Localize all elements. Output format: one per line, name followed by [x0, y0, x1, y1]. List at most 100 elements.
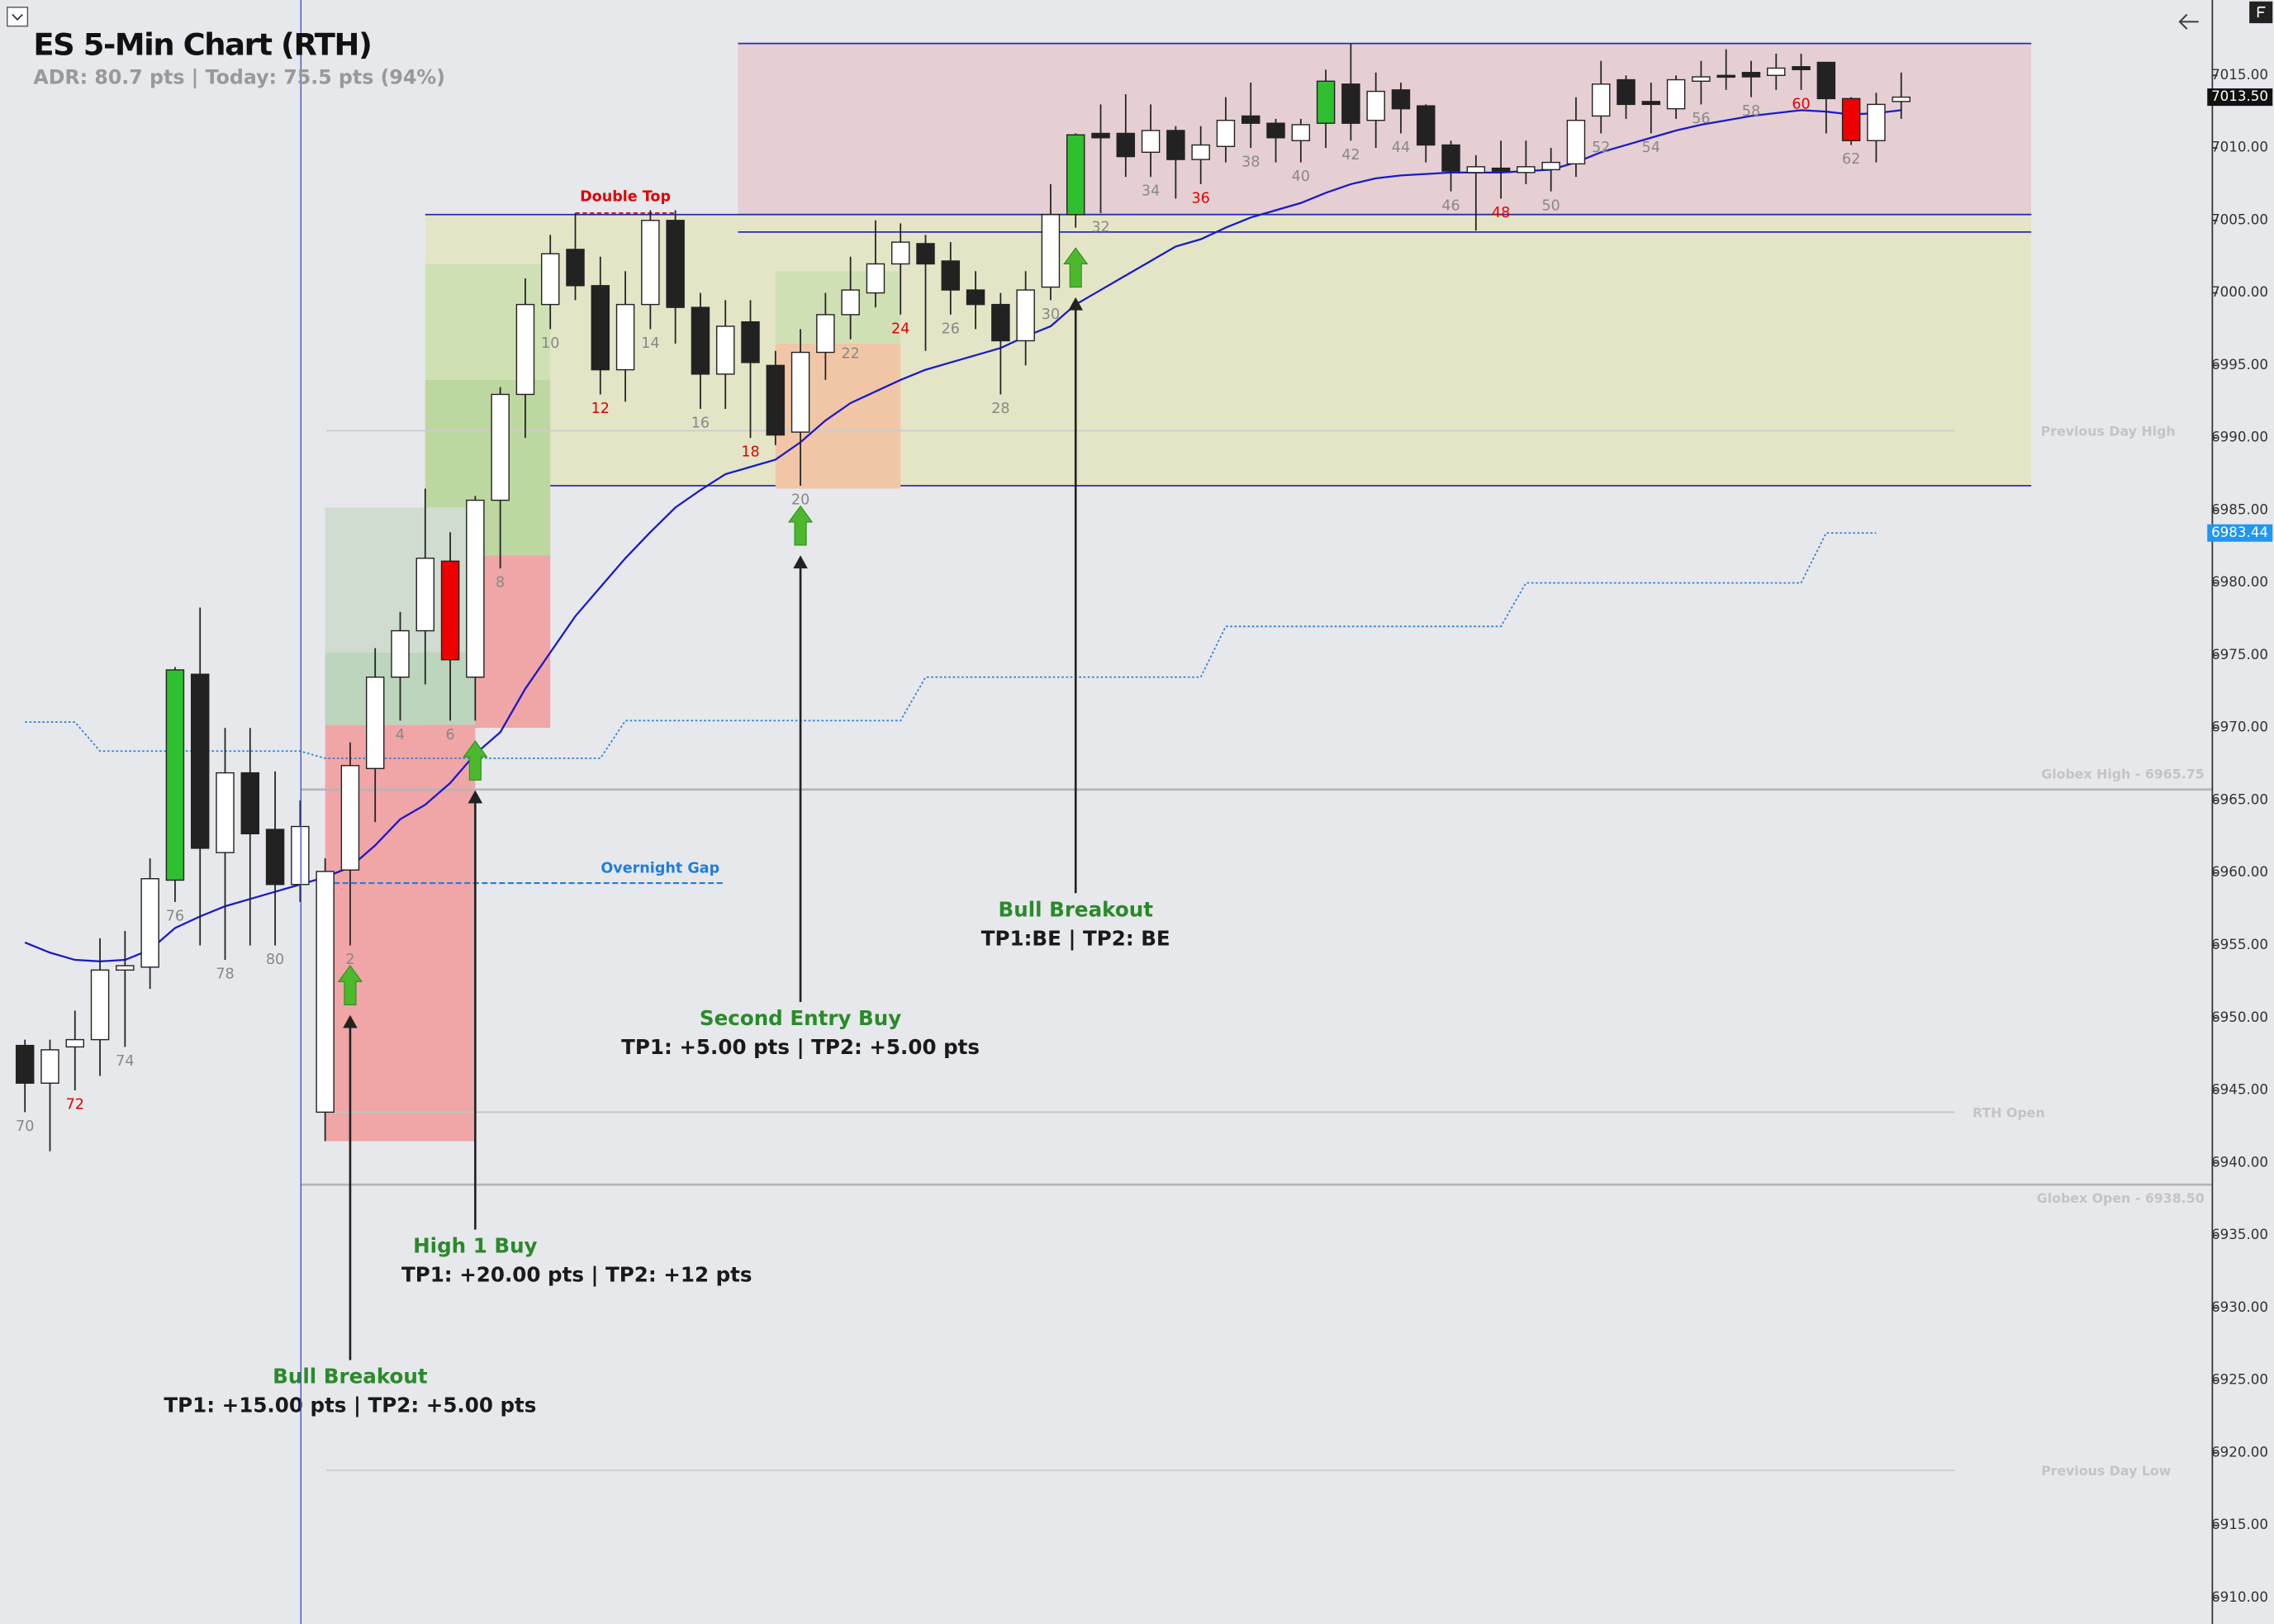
signal-arrow: [337, 965, 363, 1005]
bar-number: 40: [1292, 169, 1310, 185]
candle-body: [515, 303, 535, 396]
candle-body: [890, 241, 910, 265]
candle-body: [291, 825, 310, 886]
y-tick-label: 6980.00: [2211, 574, 2268, 590]
candle-body: [1141, 130, 1161, 154]
candle-body: [391, 629, 410, 678]
y-tick-label: 6985.00: [2211, 501, 2268, 517]
candle-body: [540, 253, 560, 306]
bar-number: 70: [16, 1118, 34, 1135]
y-tick-label: 7010.00: [2211, 140, 2268, 155]
level-label: RTH Open: [1973, 1105, 2045, 1121]
candle-body: [1517, 166, 1536, 173]
candle-body: [1767, 67, 1786, 76]
candle-body: [340, 765, 360, 871]
back-button[interactable]: [2178, 13, 2199, 30]
candle-body: [591, 285, 610, 371]
chart-title: ES 5-Min Chart (RTH): [33, 27, 371, 63]
candle-body: [1116, 132, 1136, 158]
bar-number: 32: [1091, 220, 1109, 236]
f-icon: [2257, 6, 2266, 18]
bar-number: 8: [496, 575, 505, 591]
bar-number: 20: [791, 492, 809, 509]
candle-body: [816, 314, 835, 354]
signal-detail: TP1: +20.00 pts | TP2: +12 pts: [401, 1263, 752, 1287]
candle-body: [90, 969, 110, 1041]
candle-body: [741, 321, 760, 363]
step-line: [25, 532, 1877, 759]
candle-body: [1016, 289, 1035, 342]
ema-line: [24, 109, 1901, 962]
y-tick-label: 6975.00: [2211, 647, 2268, 662]
bar-number: 26: [942, 321, 960, 337]
candle-body: [715, 325, 735, 375]
candle-body: [1216, 119, 1236, 147]
y-tick-label: 7005.00: [2211, 211, 2268, 227]
price-tag-label: 7013.50: [2211, 88, 2268, 104]
bar-number: 74: [116, 1053, 134, 1070]
y-tick-label: 6915.00: [2211, 1517, 2268, 1532]
bar-number: 18: [741, 444, 759, 461]
level-label: Globex Open - 6938.50: [2037, 1190, 2205, 1206]
candle-body: [15, 1044, 35, 1084]
bar-number: 78: [216, 966, 234, 983]
candle-body: [1592, 83, 1611, 117]
y-tick-label: 7015.00: [2211, 67, 2268, 83]
pointer-head: [343, 1014, 358, 1028]
candle-body: [440, 560, 460, 661]
candle-body: [116, 965, 135, 971]
candle-body: [1741, 72, 1761, 78]
candle-body: [1266, 122, 1285, 139]
candle-body: [265, 829, 285, 886]
candle-body: [190, 673, 210, 849]
y-tick-label: 6945.00: [2211, 1082, 2268, 1098]
pointer-head: [793, 555, 808, 569]
bar-number: 10: [541, 335, 559, 352]
y-tick-label: 6930.00: [2211, 1299, 2268, 1315]
candle-body: [65, 1038, 85, 1048]
candle-body: [966, 289, 985, 306]
bar-number: 46: [1441, 197, 1460, 214]
candle-body: [1566, 119, 1586, 165]
candle-body: [941, 260, 961, 291]
candle-body: [1666, 78, 1686, 110]
bar-number: 38: [1241, 154, 1260, 171]
bar-number: 30: [1042, 306, 1060, 323]
candle-body: [1316, 80, 1336, 124]
signal-arrow: [1063, 247, 1089, 288]
candle-body: [165, 669, 185, 881]
candle-body: [1091, 132, 1110, 139]
price-tag: [2207, 524, 2273, 542]
bar-number: 28: [991, 401, 1009, 417]
y-tick-label: 6940.00: [2211, 1154, 2268, 1170]
bar-number: 42: [1341, 147, 1360, 164]
signal-label: Bull Breakout: [273, 1365, 428, 1389]
bar-number: 34: [1142, 183, 1160, 200]
y-tick-label: 6935.00: [2211, 1227, 2268, 1242]
candle-body: [1692, 76, 1711, 83]
candle-body: [1892, 96, 1911, 102]
signal-arrow: [788, 505, 814, 546]
pointer-head: [1068, 297, 1084, 311]
candle-body: [1816, 61, 1836, 100]
menu-button[interactable]: [7, 7, 29, 27]
bar-number: 62: [1842, 151, 1860, 168]
bar-number: 52: [1592, 140, 1610, 156]
bar-number: 50: [1542, 197, 1560, 214]
candle-body: [790, 351, 810, 433]
candle-body: [641, 220, 660, 306]
bar-number: 48: [1492, 205, 1510, 221]
y-tick-label: 6970.00: [2211, 719, 2268, 735]
candle-body: [1641, 101, 1661, 106]
lines: Previous Day High Globex High - 6965.75 RT…: [24, 109, 2212, 1479]
y-tick-label: 6950.00: [2211, 1009, 2268, 1025]
candle-body: [1166, 130, 1185, 160]
candle-body: [1341, 83, 1360, 124]
level-label: Previous Day High: [2041, 424, 2176, 439]
bar-number: 44: [1392, 140, 1410, 156]
bar-number: 72: [66, 1097, 84, 1114]
signal-label: Bull Breakout: [998, 897, 1153, 921]
candle-body: [1191, 144, 1210, 160]
